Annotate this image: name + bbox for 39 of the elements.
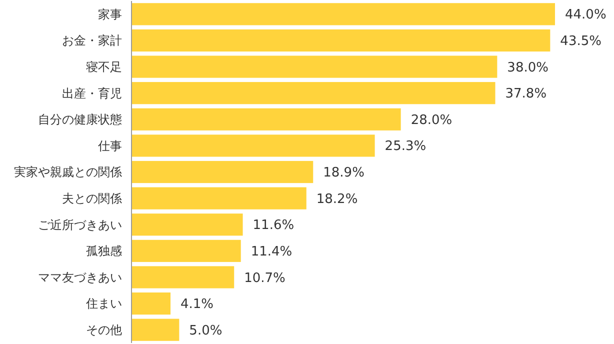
data-label: 43.5% bbox=[560, 34, 602, 50]
bar bbox=[131, 266, 234, 288]
y-tick-label: 自分の健康状態 bbox=[38, 112, 122, 127]
bar bbox=[131, 29, 550, 52]
y-tick-label: ご近所づきあい bbox=[38, 218, 122, 232]
data-label: 18.2% bbox=[316, 192, 358, 207]
y-tick-label: 寝不足 bbox=[86, 60, 122, 74]
data-label: 11.6% bbox=[252, 218, 294, 234]
data-label: 18.9% bbox=[323, 166, 364, 181]
data-label: 28.0% bbox=[410, 112, 452, 128]
bar bbox=[131, 318, 180, 341]
y-tick-label: ママ友づきあい bbox=[38, 270, 122, 284]
y-tick-label: 実家や親戚との関係 bbox=[14, 165, 122, 180]
bar bbox=[131, 292, 171, 315]
data-label: 10.7% bbox=[244, 270, 286, 286]
bar bbox=[131, 3, 555, 26]
bar bbox=[131, 187, 306, 210]
y-tick-label: 家事 bbox=[98, 7, 122, 22]
bar bbox=[131, 240, 241, 262]
y-tick-label: 仕事 bbox=[97, 138, 122, 153]
y-tick-label: 夫との関係 bbox=[62, 192, 122, 206]
bar bbox=[131, 214, 243, 236]
y-tick-label: お金・家計 bbox=[62, 34, 122, 48]
data-label: 37.8% bbox=[505, 86, 547, 102]
y-tick-label: 孤独感 bbox=[86, 244, 122, 258]
data-label: 11.4% bbox=[250, 244, 292, 260]
data-label: 5.0% bbox=[189, 323, 222, 338]
bar bbox=[131, 134, 375, 157]
data-label: 38.0% bbox=[507, 60, 548, 76]
data-label: 25.3% bbox=[384, 139, 426, 154]
bar bbox=[131, 82, 496, 104]
data-label: 4.1% bbox=[180, 297, 214, 312]
y-tick-label: 出産・育児 bbox=[62, 86, 122, 100]
y-tick-label: その他 bbox=[86, 323, 122, 338]
y-tick-label: 住まい bbox=[85, 296, 122, 311]
bar bbox=[131, 108, 401, 130]
bar bbox=[131, 160, 314, 184]
bar bbox=[131, 56, 498, 78]
data-label: 44.0% bbox=[565, 8, 606, 23]
